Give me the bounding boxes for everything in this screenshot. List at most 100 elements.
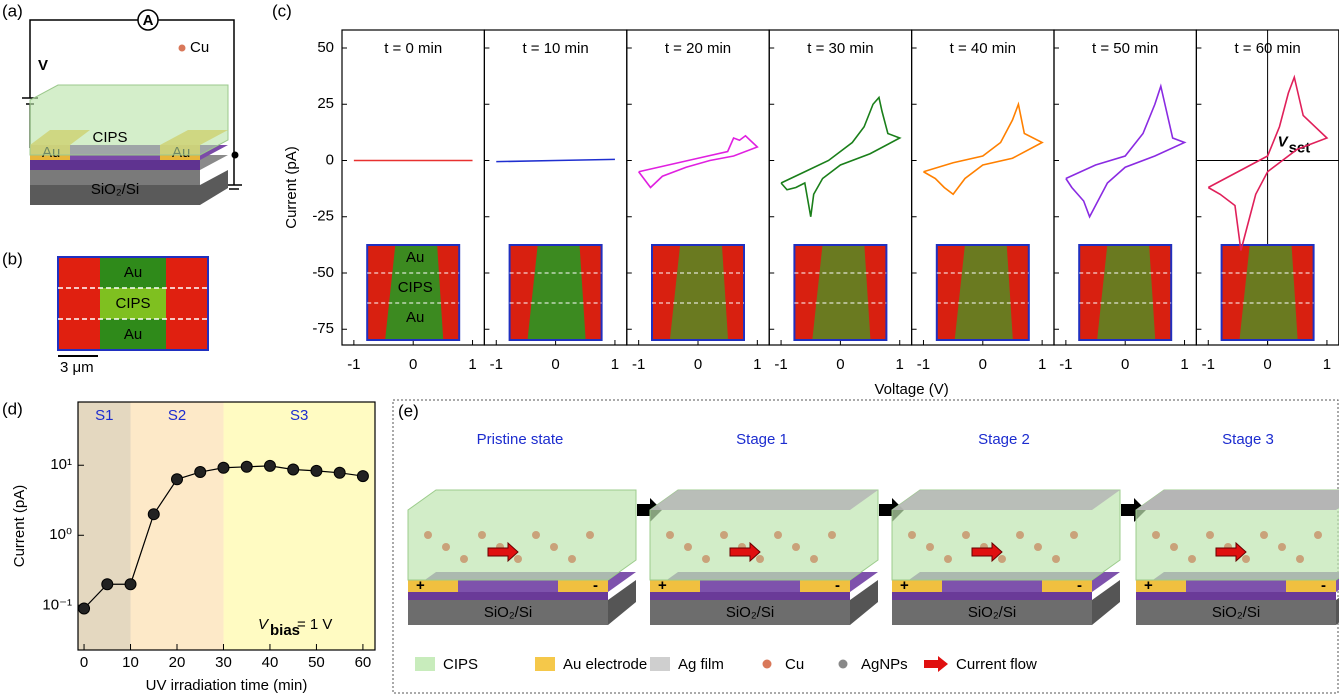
cu-particle [424,531,432,539]
y-tick-label: 0 [326,151,334,168]
y-tick-label: -25 [312,208,334,225]
annotation: V [258,616,270,633]
dielectric [892,592,1092,600]
polarity: + [1144,577,1153,594]
x-tick-label: 10 [122,654,139,671]
ag-film [892,490,1120,510]
electrode [650,580,700,592]
cu-particle [1278,543,1286,551]
schematic-stages: Pristine state SiO₂/Si + - Stage 1 SiO₂/Si + - S… [392,399,1339,694]
x-tick-label: 0 [979,356,987,373]
data-point [147,508,160,521]
cu-particle [568,555,576,563]
x-tick-label: 1 [1180,356,1188,373]
polarity: - [1077,577,1082,594]
cu-particle [1296,555,1304,563]
region-label: S3 [290,407,308,424]
electrode [1136,580,1186,592]
cu-particle [702,555,710,563]
x-tick-label: -1 [1059,356,1072,373]
polarity: + [416,577,425,594]
legend-swatch [415,657,435,671]
legend-swatch [650,657,670,671]
y-axis-label: Current (pA) [11,485,28,568]
cips-block [407,489,637,581]
x-tick-label: -1 [490,356,503,373]
device-schematic: A V Cu SiO₂/Si Au Au CIPS [22,9,242,205]
layer-label: CIPS [92,129,127,146]
x-tick-label: 1 [468,356,476,373]
substrate-label: SiO₂/Si [726,604,774,621]
panel-label: (c) [272,1,292,20]
stage-title: Pristine state [477,431,564,448]
cu-particle [998,555,1006,563]
subplot-title: t = 10 min [522,40,588,57]
plot-frame [77,401,376,651]
x-tick-label: 0 [80,654,88,671]
data-point [124,578,137,591]
current-arrow [1215,541,1247,563]
optical-image: Au CIPS Au 3 μm [57,256,209,376]
cu-particle [1170,543,1178,551]
cu-particle [908,531,916,539]
image-label: CIPS [115,295,150,312]
region-label: S2 [168,407,186,424]
region-label: S1 [95,407,113,424]
data-point [78,602,91,615]
panel-label: (b) [2,249,23,268]
iv-curve [638,134,759,189]
particle-label: Cu [190,39,209,56]
data-point [356,470,369,483]
current-arrow [487,541,519,563]
cu-particle [1242,555,1250,563]
cu-particle [586,531,594,539]
cu-particle [514,555,522,563]
cu-particle [1152,531,1160,539]
cu-particle [1314,531,1322,539]
y-axis-label: Current (pA) [283,146,300,229]
legend-swatch [535,657,555,671]
electrode [800,580,850,592]
inset-image [527,246,586,339]
y-tick-label: -75 [312,320,334,337]
cu-particle [926,543,934,551]
cu-particle [944,555,952,563]
substrate-front [1136,600,1336,625]
y-tick-label: 10¹ [50,456,72,473]
legend-label: AgNPs [861,656,908,673]
x-tick-label: 1 [1038,356,1046,373]
iv-curve [1207,74,1329,251]
x-tick-label: -1 [917,356,930,373]
polarity: + [658,577,667,594]
cu-particle [442,543,450,551]
data-point [240,460,253,473]
ammeter-label: A [143,12,154,29]
cu-particle [1188,555,1196,563]
dielectric [650,592,850,600]
cu-particle [756,555,764,563]
inset-image [385,246,444,339]
cu-particle [1052,555,1060,563]
electrode [408,580,458,592]
data-point [194,466,207,479]
data-point [310,464,323,477]
region [130,402,224,650]
x-tick-label: 1 [1323,356,1331,373]
subplot-title: t = 40 min [950,40,1016,57]
dielectric [408,592,608,600]
inset-image [1097,246,1156,339]
electrode [892,580,942,592]
cu-particle [1260,531,1268,539]
iv-curve [923,101,1044,196]
x-tick-label: 0 [1121,356,1129,373]
inset-image [812,246,871,339]
electrode [558,580,608,592]
x-axis-label: Voltage (V) [874,381,948,398]
y-tick-label: -50 [312,264,334,281]
cu-particle [792,543,800,551]
image-label: Au [124,326,142,343]
cu-particle [532,531,540,539]
polarity: + [900,577,909,594]
annotation: bias [270,622,300,639]
